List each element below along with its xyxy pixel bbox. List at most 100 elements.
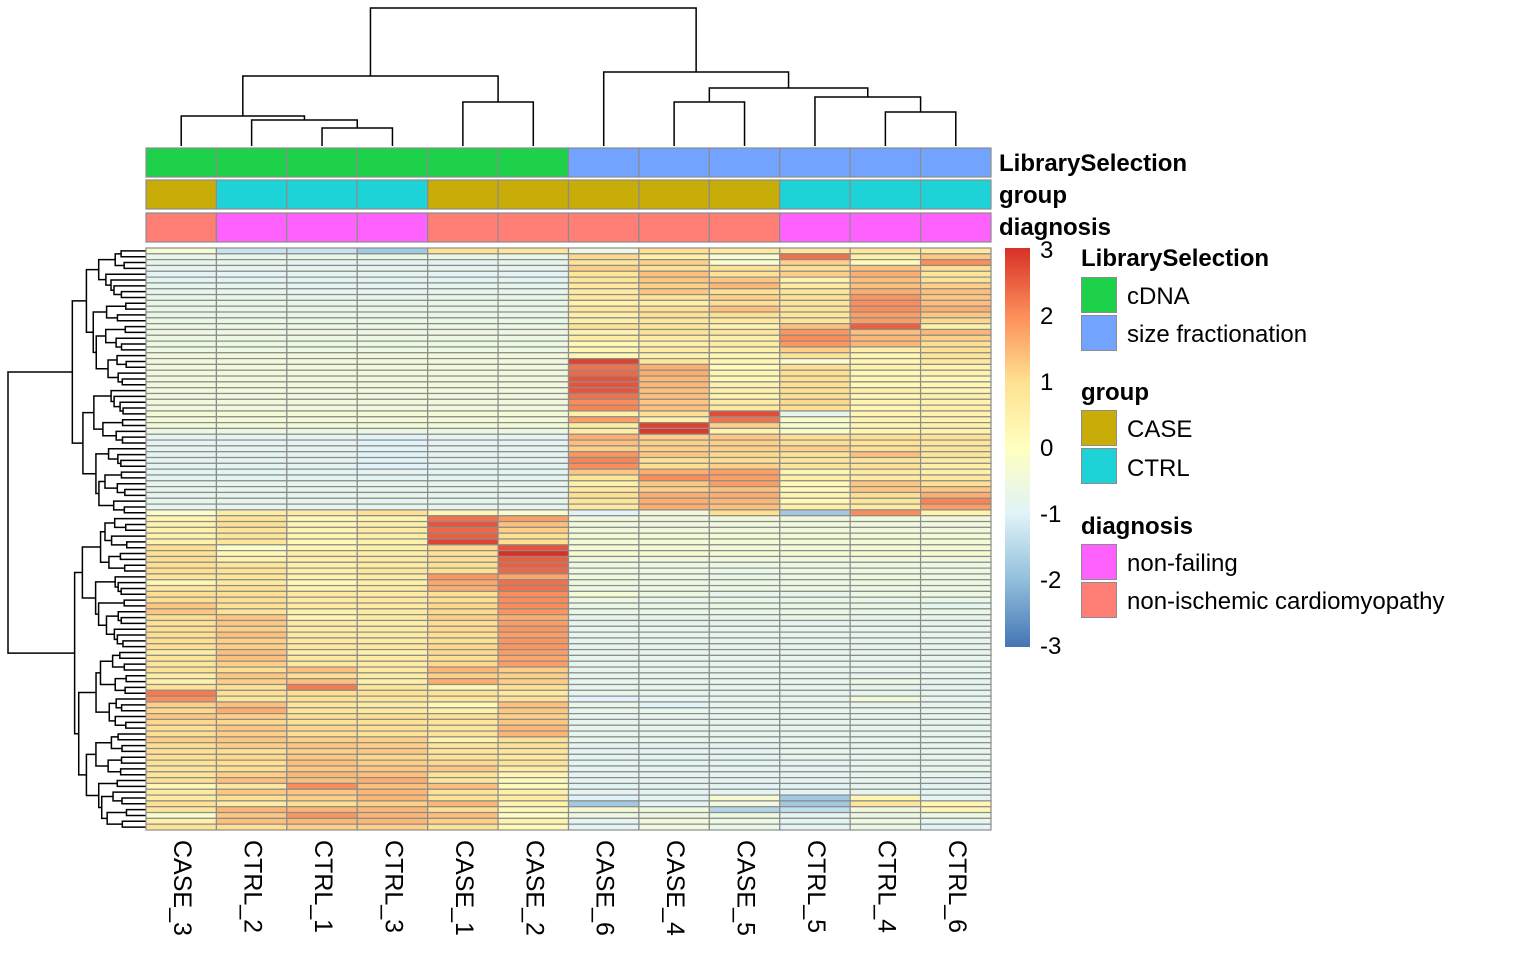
heatmap-cell [919,474,992,482]
heatmap-cell [497,480,570,488]
dendrogram-branch [82,411,96,475]
heatmap-cell [145,730,218,738]
dendrogram-branch [116,482,146,494]
heatmap-cell [638,451,710,459]
heatmap-cell [145,375,218,383]
heatmap-cell [497,445,570,453]
heatmap-cell [427,253,499,261]
heatmap-cell [427,503,499,511]
heatmap-cell [638,765,710,773]
heatmap-cell [708,631,781,639]
heatmap-cell [356,427,429,435]
heatmap-cell [567,427,640,435]
dendrogram-branch [884,111,957,146]
heatmap-cell [779,404,851,412]
heatmap-cell [215,276,288,284]
heatmap-cell [497,648,570,657]
heatmap-cell [145,777,218,785]
heatmap-cell [779,398,851,406]
heatmap-cell [215,707,288,715]
heatmap-cell [919,765,992,773]
heatmap-cell [215,288,288,296]
heatmap-cell [708,445,781,453]
dendrogram-branch [602,71,790,146]
dendrogram-branch [85,268,99,333]
heatmap-cell [708,375,781,383]
heatmap-cell [215,346,288,354]
heatmap-cell [567,701,640,709]
heatmap-cell [356,584,429,592]
heatmap-cell [145,584,218,592]
heatmap-cell [708,515,781,523]
heatmap-cell [497,619,570,627]
heatmap-cell [919,439,992,447]
heatmap-cell [638,753,710,761]
heatmap-cell [779,678,851,686]
heatmap-cell [567,573,640,581]
heatmap-cell [849,718,922,726]
heatmap-cell [215,416,288,424]
heatmap-cell [215,451,288,459]
column-label: CASE_2 [520,840,549,936]
heatmap-cell [497,462,570,470]
color-scale-tick: 1 [1040,369,1054,396]
heatmap-cell [427,573,499,581]
heatmap-cell [356,666,429,674]
heatmap-cell [638,614,710,622]
heatmap-cell [919,771,992,779]
column-label: CTRL_6 [942,840,971,934]
heatmap-cell [779,503,851,511]
heatmap-cell [849,602,922,610]
heatmap-cell [779,648,851,657]
heatmap-cell [567,387,640,395]
dendrogram-branch [124,325,146,334]
heatmap-cell [356,363,429,371]
heatmap-cell [849,247,922,255]
heatmap-cell [708,259,781,267]
heatmap-cell [286,584,358,592]
heatmap-cell [567,509,640,517]
heatmap-cell [145,567,218,575]
heatmap-cell [708,579,781,587]
heatmap-cell [779,782,851,790]
heatmap-cell [427,654,499,662]
heatmap-cell [145,765,218,773]
heatmap-cell [215,270,288,278]
heatmap-cell [215,718,288,726]
heatmap-cell [638,550,710,558]
dendrogram-branch [125,808,146,817]
heatmap-cell [849,293,922,301]
heatmap-cell [779,718,851,726]
heatmap-cell [919,643,992,651]
heatmap-cell [286,823,358,831]
heatmap-cell [919,811,992,819]
dendrogram-branch [121,436,146,444]
heatmap-cell [919,777,992,785]
heatmap-cell [497,451,570,459]
heatmap-cell [708,561,781,569]
heatmap-cell [356,625,429,633]
heatmap-cell [849,631,922,639]
heatmap-cell [215,596,288,604]
heatmap-cell [427,753,499,761]
heatmap-cell [849,427,922,435]
legend-title-libraryselection: LibrarySelection [1081,245,1270,272]
heatmap-cell [567,579,640,587]
heatmap-cell [567,747,640,755]
heatmap-cell [638,712,710,721]
heatmap-cell [356,550,429,558]
heatmap-cell [497,817,570,825]
heatmap-cell [356,724,429,732]
heatmap-cell [638,352,710,360]
heatmap-cell [567,288,640,296]
heatmap-cell [145,683,218,691]
heatmap-cell [849,654,922,662]
heatmap-cell [497,643,570,651]
heatmap-cell [427,619,499,627]
heatmap-cell [215,590,288,598]
heatmap-cell [286,648,358,657]
heatmap-cell [356,689,429,697]
heatmap-cell [427,404,499,412]
heatmap-cell [779,550,851,558]
heatmap-cell [779,555,851,563]
